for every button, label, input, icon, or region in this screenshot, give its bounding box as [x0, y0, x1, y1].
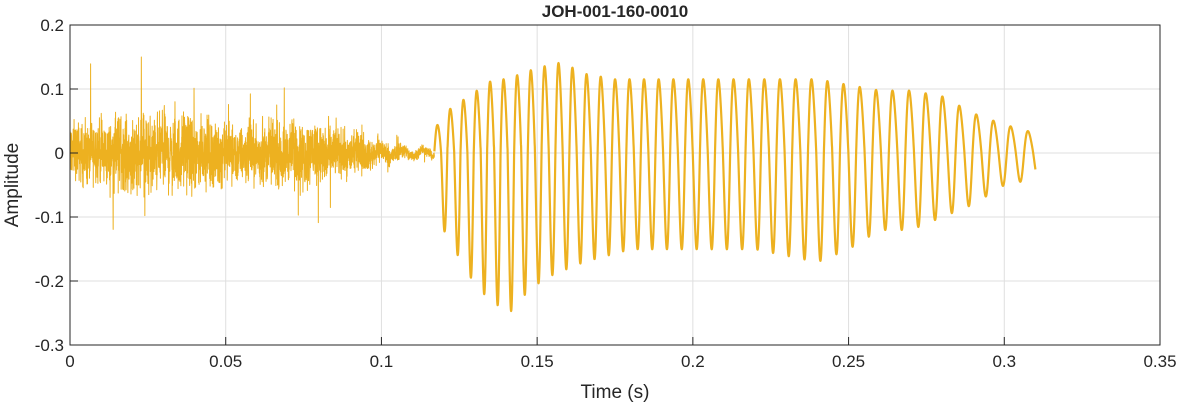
x-axis: 0 0.05 0.1 0.15 0.2 0.25 0.3 0.35 [65, 337, 1177, 371]
y-axis-label: Amplitude [2, 143, 23, 228]
x-tick-label: 0.2 [681, 352, 705, 371]
x-axis-label: Time (s) [581, 382, 650, 403]
waveform-noise-segment [69, 56, 435, 230]
y-tick-label: 0.2 [40, 16, 64, 35]
x-tick-label: 0.25 [832, 352, 865, 371]
x-tick-label: 0.05 [209, 352, 242, 371]
waveform-voiced-segment [433, 61, 1037, 313]
grid-lines [69, 24, 1161, 346]
x-tick-label: 0.3 [992, 352, 1016, 371]
x-tick-label: 0.15 [521, 352, 554, 371]
y-tick-label: -0.3 [35, 336, 64, 355]
y-tick-label: 0.1 [40, 80, 64, 99]
plot-frame [69, 24, 1161, 346]
x-tick-label: 0 [65, 352, 74, 371]
y-tick-label: -0.1 [35, 208, 64, 227]
y-tick-label: -0.2 [35, 272, 64, 291]
waveform-series [69, 56, 1037, 313]
y-tick-label: 0 [55, 144, 64, 163]
chart-title: JOH-001-160-0010 [542, 2, 688, 21]
x-tick-label: 0.35 [1143, 352, 1176, 371]
x-tick-label: 0.1 [370, 352, 394, 371]
y-axis: -0.3 -0.2 -0.1 0 0.1 0.2 [35, 16, 78, 355]
